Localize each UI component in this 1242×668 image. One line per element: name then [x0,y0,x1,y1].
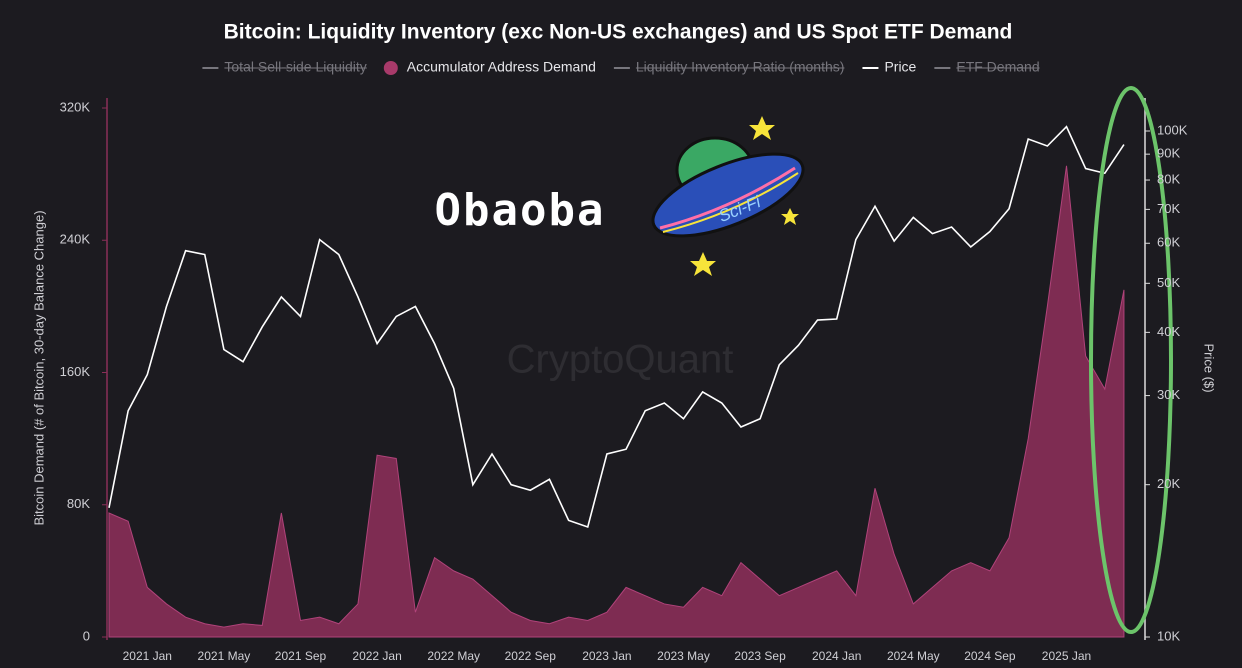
legend: Total Sell-side Liquidity Accumulator Add… [202,59,1040,75]
y2-tick-label: 10K [1157,628,1180,643]
y2-tick-label: 70K [1157,201,1180,216]
y2-tick-label: 80K [1157,171,1180,186]
demand-area [108,165,1125,638]
legend-label: Price [884,59,916,75]
legend-marker [383,61,398,75]
x-tick-label: 2022 Sep [505,649,557,663]
legend-label: Total Sell-side Liquidity [224,59,366,75]
x-tick-label: 2022 May [427,649,480,663]
y-tick-label: 0 [83,628,90,643]
x-tick-label: 2025 Jan [1042,649,1091,663]
y2-tick-label: 30K [1157,387,1180,402]
y-tick-label: 320K [60,99,91,114]
x-tick-label: 2022 Jan [352,649,401,663]
x-tick-label: 2021 Jan [123,649,172,663]
y2-tick-label: 50K [1157,275,1180,290]
y2-tick-label: 20K [1157,476,1180,491]
legend-label: Accumulator Address Demand [407,59,596,75]
highlight-ellipse [1089,86,1173,634]
legend-label: Liquidity Inventory Ratio (months) [636,59,845,75]
x-tick-label: 2023 Jan [582,649,631,663]
y2-tick-label: 60K [1157,235,1180,250]
x-tick-label: 2023 May [657,649,710,663]
x-tick-label: 2021 Sep [275,649,327,663]
y-axis-title: Bitcoin Demand (# of Bitcoin, 30-day Bal… [31,210,46,525]
price-line [108,125,1125,528]
ufo-sticker: Sci-Fi [651,116,805,276]
y2-tick-label: 90K [1157,146,1180,161]
x-tick-label: 2024 May [887,649,940,663]
legend-label: ETF Demand [956,59,1039,75]
y-tick-label: 240K [60,232,91,247]
chart-title: Bitcoin: Liquidity Inventory (exc Non-US… [224,21,1013,44]
y2-tick-label: 100K [1157,122,1188,137]
watermark: CryptoQuant [507,338,734,382]
x-tick-label: 2024 Sep [964,649,1016,663]
y2-tick-label: 40K [1157,324,1180,339]
x-tick-label: 2023 Sep [734,649,786,663]
y2-axis-title: Price ($) [1202,343,1217,392]
x-tick-label: 2021 May [198,649,251,663]
y-tick-label: 160K [60,364,91,379]
x-tick-label: 2024 Jan [812,649,861,663]
logo-text: Obaoba [435,185,606,236]
plot-area [108,125,1125,638]
y-tick-label: 80K [67,496,90,511]
